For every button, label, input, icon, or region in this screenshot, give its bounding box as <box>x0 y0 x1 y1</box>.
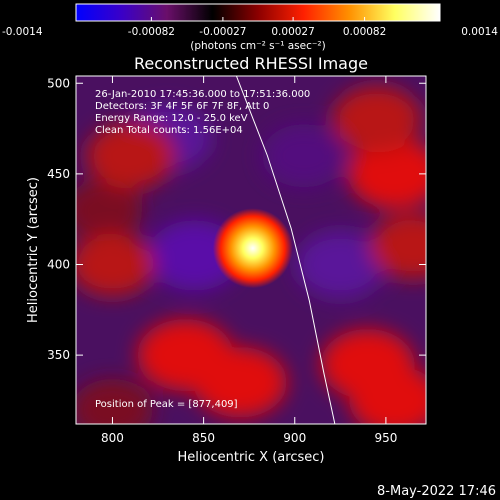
info-line: Energy Range: 12.0 - 25.0 keV <box>95 113 248 124</box>
plot-frame <box>75 75 427 425</box>
colorbar-tick-label: -0.00027 <box>199 26 246 38</box>
peak-blob <box>212 208 293 289</box>
info-line: Clean Total counts: 1.56E+04 <box>95 125 243 136</box>
x-axis-ticks: 800 850 900 950 <box>101 76 397 445</box>
colorbar-tick-label: 0.00027 <box>271 26 314 38</box>
heatmap-cell <box>86 122 176 190</box>
heatmap-cell <box>332 86 422 153</box>
y-axis-label: Heliocentric Y (arcsec) <box>26 177 41 323</box>
info-line: Detectors: 3F 4F 5F 6F 7F 8F, Att 0 <box>95 101 269 112</box>
heatmap-cell <box>76 233 155 296</box>
colorbar-tick-label: 0.00082 <box>343 26 386 38</box>
x-tick-label: 900 <box>283 431 306 445</box>
chart-title: Reconstructed RHESSI Image <box>134 54 368 73</box>
info-text-block: 26-Jan-2010 17:45:36.000 to 17:51:36.000… <box>95 89 310 136</box>
colorbar-tick-label: -0.0014 <box>2 26 43 38</box>
heatmap-area <box>76 76 426 424</box>
info-line: 26-Jan-2010 17:45:36.000 to 17:51:36.000 <box>95 89 310 100</box>
heatmap-cells <box>76 86 426 424</box>
x-tick-label: 950 <box>374 431 397 445</box>
y-tick-label: 450 <box>47 167 70 181</box>
heatmap-cell <box>193 347 287 418</box>
heatmap-cell <box>295 231 385 298</box>
heatmap-cell <box>76 180 143 240</box>
x-axis-label: Heliocentric X (arcsec) <box>178 450 325 465</box>
y-tick-label: 400 <box>47 258 70 272</box>
heatmap-cell <box>370 213 426 279</box>
solar-limb-curve <box>235 76 336 424</box>
y-tick-label: 350 <box>47 348 70 362</box>
y-tick-label: 500 <box>47 76 70 90</box>
colorbar-unit-label: (photons cm⁻² s⁻¹ asec⁻²) <box>190 40 325 52</box>
colorbar-tick-label: 0.0014 <box>461 26 498 38</box>
y-axis-ticks: 350 400 450 500 <box>47 76 426 362</box>
peak-blob-group <box>212 208 293 289</box>
heatmap-cell <box>76 378 154 424</box>
colorbar-ticks: -0.0014 -0.00082 -0.00027 0.00027 0.00082 0.0… <box>2 17 498 38</box>
heatmap-cell <box>261 124 346 188</box>
x-tick-label: 850 <box>192 431 215 445</box>
heatmap-cell <box>348 138 426 209</box>
footer-timestamp: 8-May-2022 17:46 <box>377 484 496 499</box>
colorbar <box>75 3 441 22</box>
x-tick-label: 800 <box>101 431 124 445</box>
heatmap-cell <box>349 366 426 424</box>
peak-position-text: Position of Peak = [877,409] <box>95 399 238 410</box>
colorbar-tick-label: -0.00082 <box>128 26 175 38</box>
